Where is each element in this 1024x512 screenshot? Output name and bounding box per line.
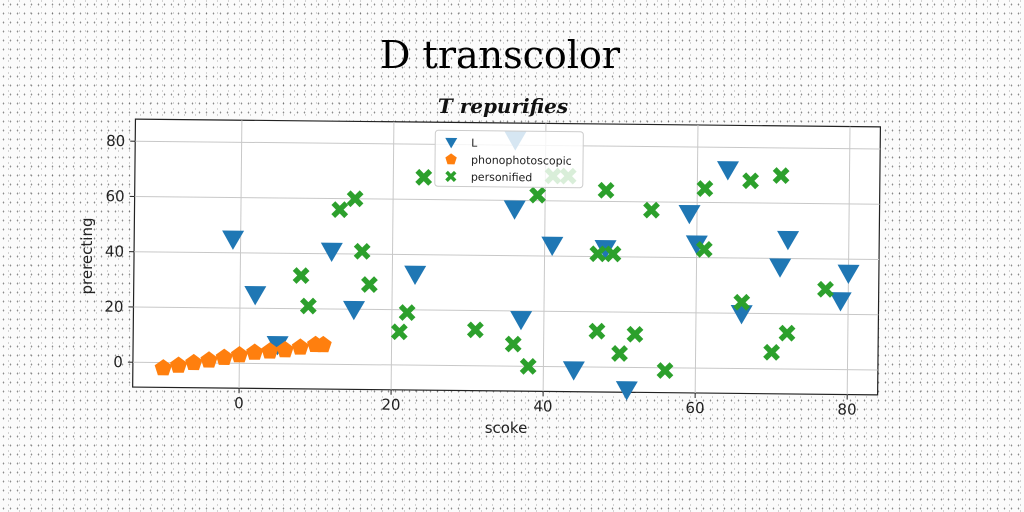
legend-marker — [445, 137, 458, 149]
l-point — [829, 292, 852, 312]
l-point — [678, 204, 701, 225]
personified-point — [588, 322, 606, 340]
l-point — [266, 336, 289, 356]
personified-point — [589, 245, 607, 263]
phonophotoscopic-point — [215, 348, 233, 365]
personified-point — [611, 345, 628, 362]
phonophotoscopic-point — [185, 353, 203, 371]
l-point — [244, 286, 267, 306]
personified-point — [353, 242, 371, 260]
y-tick-label: 80 — [106, 132, 125, 150]
y-tick-label: 0 — [113, 353, 123, 371]
y-tick-label: 60 — [105, 187, 124, 205]
phonophotoscopic-point — [276, 340, 294, 358]
personified-point — [604, 245, 622, 263]
l-point — [730, 304, 753, 325]
y-ticks: 0 20 40 60 80 — [104, 132, 136, 371]
l-point — [510, 310, 533, 331]
personified-point — [597, 181, 615, 199]
grid-line-x — [694, 124, 699, 393]
phonophotoscopic-point — [291, 338, 309, 355]
phonophotoscopic-point — [314, 335, 332, 353]
grid-line-x — [846, 126, 851, 395]
phonophotoscopic-point — [154, 359, 172, 376]
personified-point — [763, 343, 781, 361]
personified-point — [656, 362, 674, 379]
x-tick-label: 20 — [381, 396, 400, 414]
l-point — [837, 264, 860, 284]
personified-point — [398, 304, 416, 322]
legend-box — [434, 129, 584, 189]
personified-point — [695, 240, 713, 258]
series-phonophotoscopic — [154, 335, 332, 376]
personified-point — [519, 357, 537, 375]
phonophotoscopic-point — [230, 345, 249, 363]
personified-point — [742, 172, 760, 190]
legend-label: phonophotoscopic — [471, 154, 572, 168]
grid-line-y — [134, 195, 880, 205]
l-point — [541, 236, 564, 257]
l-point — [503, 200, 526, 220]
l-point — [717, 161, 740, 181]
personified-point — [346, 190, 364, 208]
x-tick-label: 80 — [837, 400, 856, 418]
data-marks — [154, 131, 860, 401]
personified-point — [529, 186, 547, 204]
l-point — [562, 361, 585, 381]
phonophotoscopic-point — [200, 351, 218, 368]
l-point — [343, 300, 366, 321]
personified-point — [415, 168, 433, 186]
phonophotoscopic-point — [246, 343, 264, 360]
y-tick-label: 20 — [104, 298, 123, 316]
grid-line-y — [134, 251, 880, 261]
x-tick-label: 40 — [533, 397, 552, 415]
x-tick-label: 0 — [234, 394, 244, 412]
grid-line-x — [390, 121, 395, 390]
y-tick-label: 40 — [105, 242, 124, 260]
l-point — [777, 230, 800, 251]
l-point — [615, 381, 638, 401]
x-axis-label: scoke — [485, 419, 528, 437]
grid-line-y — [133, 306, 879, 316]
legend-label: L — [471, 137, 478, 150]
personified-point — [772, 167, 790, 185]
legend-marker — [445, 170, 457, 183]
l-point — [404, 265, 427, 285]
personified-point — [696, 180, 714, 198]
personified-point — [778, 324, 796, 342]
personified-point — [504, 335, 522, 353]
x-tick-label: 60 — [685, 399, 704, 417]
grid-line-x — [238, 120, 243, 389]
personified-point — [466, 321, 484, 339]
l-point — [320, 242, 343, 263]
personified-point — [331, 201, 349, 219]
series-l — [222, 131, 860, 401]
phonophotoscopic-point — [261, 342, 279, 359]
legend-label: personified — [471, 171, 533, 185]
l-point — [769, 258, 792, 278]
y-axis-label: prerecting — [78, 218, 96, 295]
chart-subtitle: T repurifies — [438, 94, 568, 118]
phonophotoscopic-point — [170, 356, 188, 373]
x-ticks: 0 20 40 60 80 — [234, 388, 857, 419]
personified-point — [292, 267, 310, 284]
chart-title: D transcolor — [380, 33, 621, 77]
personified-point — [817, 280, 834, 298]
personified-point — [299, 297, 317, 315]
personified-point — [360, 276, 378, 293]
grid-line-y — [132, 361, 878, 371]
personified-point — [626, 325, 644, 343]
personified-point — [643, 201, 660, 219]
personified-point — [733, 293, 751, 311]
personified-point — [390, 323, 408, 341]
l-point — [222, 230, 245, 250]
plot-area — [132, 118, 882, 396]
legend-marker — [445, 153, 457, 165]
